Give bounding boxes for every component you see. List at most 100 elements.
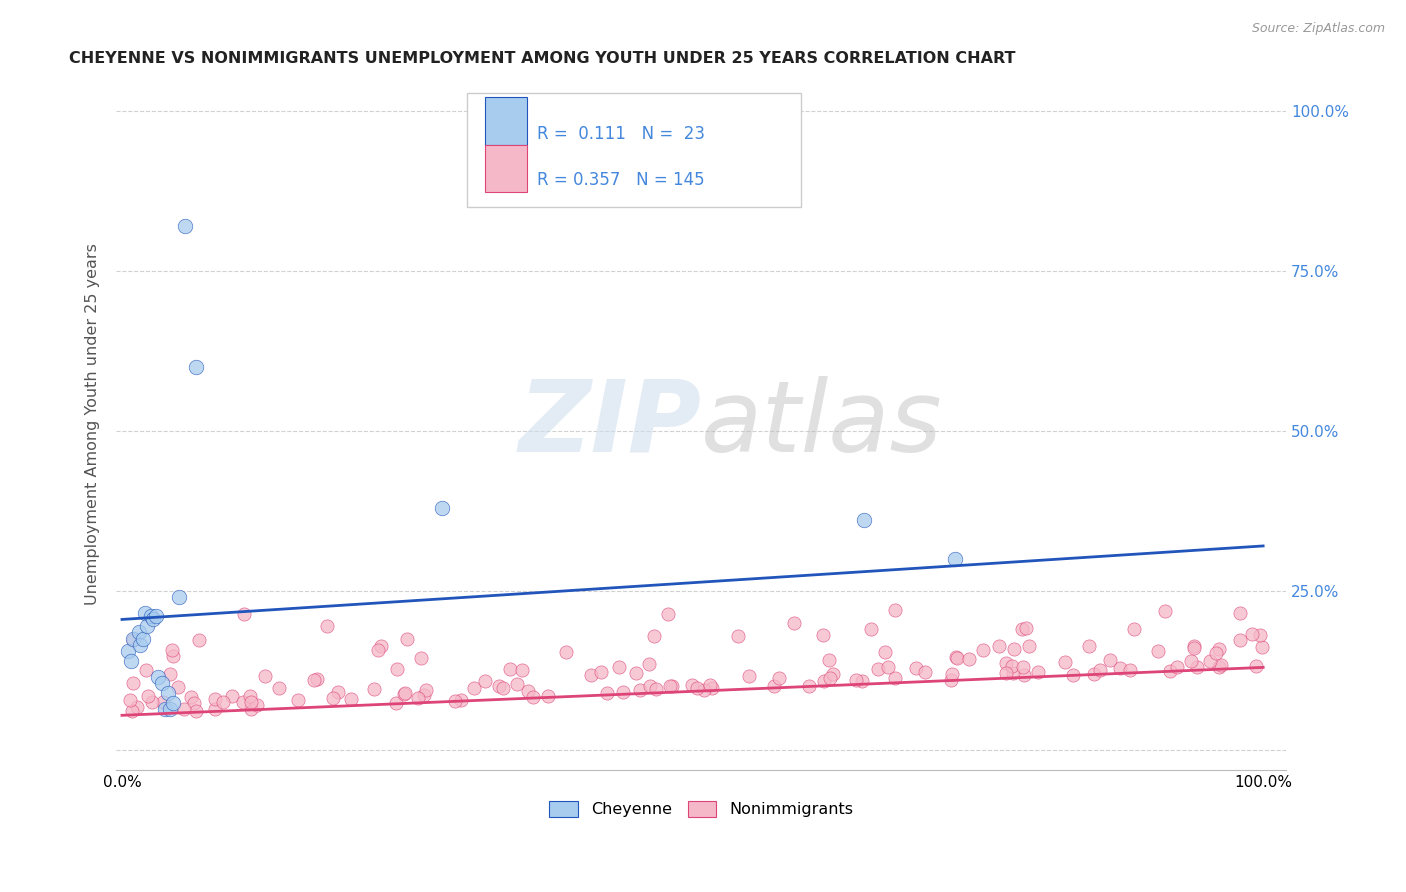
Point	[173, 219, 195, 234]
Point	[155, 702, 177, 716]
Point	[945, 650, 967, 665]
Point	[162, 696, 184, 710]
Point	[415, 683, 437, 698]
Point	[946, 651, 969, 665]
Point	[681, 678, 703, 692]
Point	[579, 667, 602, 681]
Point	[904, 661, 927, 675]
Point	[1015, 622, 1038, 636]
Point	[184, 704, 207, 718]
FancyBboxPatch shape	[485, 145, 527, 192]
Point	[506, 677, 529, 691]
Point	[699, 678, 721, 692]
Point	[188, 633, 211, 648]
Text: R = 0.357   N = 145: R = 0.357 N = 145	[537, 171, 704, 189]
Point	[1229, 632, 1251, 647]
Point	[1240, 627, 1263, 641]
Point	[517, 683, 540, 698]
Point	[638, 657, 661, 671]
Point	[180, 690, 202, 705]
Point	[972, 643, 994, 657]
Point	[941, 673, 963, 687]
Point	[287, 693, 309, 707]
Point	[492, 681, 515, 696]
Point	[884, 603, 907, 617]
Point	[159, 702, 181, 716]
FancyBboxPatch shape	[467, 93, 800, 207]
Point	[121, 704, 143, 718]
Point	[117, 644, 139, 658]
Point	[1001, 659, 1024, 673]
Point	[994, 665, 1017, 680]
Point	[995, 656, 1018, 670]
Point	[1012, 667, 1035, 681]
Point	[851, 673, 873, 688]
Point	[643, 629, 665, 643]
Point	[638, 679, 661, 693]
Point	[1229, 606, 1251, 620]
Text: ZIP: ZIP	[519, 376, 702, 473]
Point	[131, 632, 153, 646]
Legend: Cheyenne, Nonimmigrants: Cheyenne, Nonimmigrants	[543, 795, 859, 824]
Point	[1211, 658, 1233, 673]
Point	[1078, 639, 1101, 653]
Point	[658, 679, 681, 693]
Point	[1208, 659, 1230, 673]
Point	[1054, 655, 1077, 669]
Point	[612, 685, 634, 699]
Point	[1246, 658, 1268, 673]
Point	[1208, 642, 1230, 657]
Point	[852, 513, 875, 527]
Point	[783, 616, 806, 631]
Point	[1062, 667, 1084, 681]
Point	[1182, 641, 1205, 656]
Point	[1154, 604, 1177, 618]
Point	[463, 681, 485, 695]
Point	[1199, 654, 1222, 668]
Point	[394, 686, 416, 700]
Point	[233, 607, 256, 621]
Point	[988, 640, 1011, 654]
Point	[818, 672, 841, 686]
Point	[385, 697, 408, 711]
Point	[727, 629, 749, 643]
Point	[957, 652, 980, 666]
Point	[240, 702, 263, 716]
Point	[1123, 623, 1146, 637]
Point	[1205, 646, 1227, 660]
Point	[412, 689, 434, 703]
Point	[392, 686, 415, 700]
Point	[120, 654, 142, 668]
Point	[129, 638, 152, 652]
Point	[510, 663, 533, 677]
Point	[232, 696, 254, 710]
Point	[141, 695, 163, 709]
Point	[1166, 660, 1188, 674]
Point	[1002, 641, 1025, 656]
Point	[813, 673, 835, 688]
Point	[537, 689, 560, 703]
Point	[845, 673, 868, 687]
Point	[120, 693, 142, 707]
Point	[254, 669, 277, 683]
Point	[1002, 665, 1025, 680]
Point	[859, 622, 882, 636]
Point	[162, 648, 184, 663]
Point	[799, 679, 821, 693]
Point	[122, 676, 145, 690]
Point	[1159, 665, 1181, 679]
Point	[304, 673, 326, 688]
Text: atlas: atlas	[702, 376, 943, 473]
Point	[385, 662, 408, 676]
Point	[122, 632, 145, 647]
Point	[876, 660, 898, 674]
Point	[204, 701, 226, 715]
Point	[1251, 640, 1274, 655]
Point	[488, 679, 510, 693]
Point	[159, 667, 181, 681]
Point	[443, 694, 465, 708]
Point	[645, 682, 668, 697]
Point	[135, 663, 157, 677]
Point	[811, 628, 834, 642]
Point	[142, 612, 165, 626]
